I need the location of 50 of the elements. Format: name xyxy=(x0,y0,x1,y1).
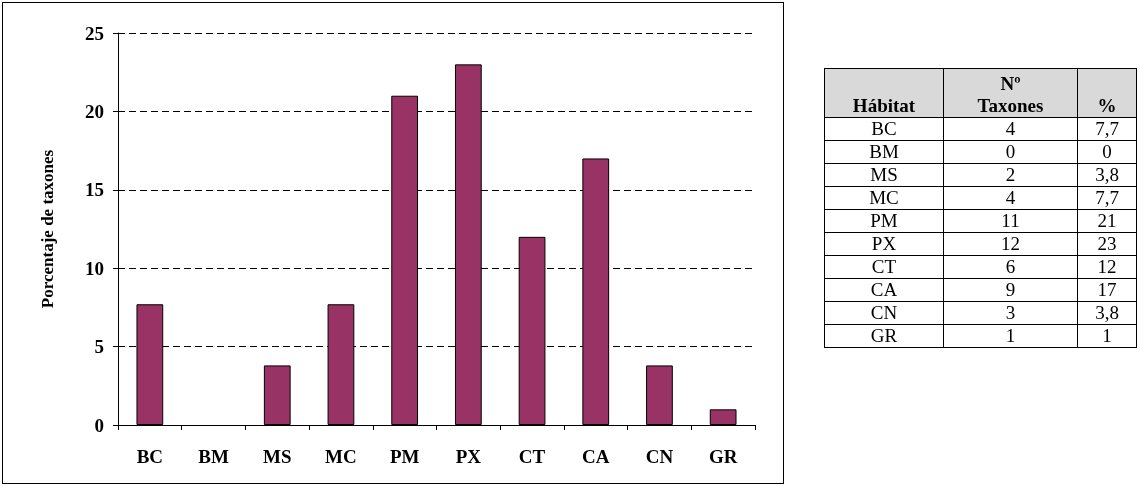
x-tick-label: CN xyxy=(645,446,674,467)
data-label: 17 xyxy=(1077,278,1137,302)
category-label: BM xyxy=(824,140,944,164)
category-label: PX xyxy=(824,232,944,256)
y-tick-label: 15 xyxy=(85,179,104,201)
category-label: GR xyxy=(824,324,944,348)
data-label: 6 xyxy=(943,255,1078,279)
data-label: 0 xyxy=(1077,140,1137,164)
data-label: 1 xyxy=(943,324,1078,348)
category-label: MS xyxy=(824,163,944,187)
data-label: 21 xyxy=(1077,209,1137,233)
text: Nº Taxones xyxy=(943,68,1078,118)
x-tick-label: PM xyxy=(389,446,420,467)
data-label: 11 xyxy=(943,209,1078,233)
data-label: 7,7 xyxy=(1077,186,1137,210)
data-label: 1 xyxy=(1077,324,1137,348)
y-tick-label: 20 xyxy=(85,100,104,122)
data-label: 12 xyxy=(943,232,1078,256)
y-tick-label: 25 xyxy=(85,22,104,44)
x-tick-label: PX xyxy=(455,446,482,467)
data-label: 12 xyxy=(1077,255,1137,279)
data-label: 0 xyxy=(943,140,1078,164)
x-tick-label: BC xyxy=(136,446,164,467)
text: % xyxy=(1077,68,1137,118)
data-label: 9 xyxy=(943,278,1078,302)
category-label: BC xyxy=(824,117,944,141)
y-tick-label: 5 xyxy=(94,336,104,358)
x-tick-label: BM xyxy=(198,446,229,467)
data-label: 3,8 xyxy=(1077,301,1137,325)
x-tick-label: CT xyxy=(518,446,546,467)
data-label: 7,7 xyxy=(1077,117,1137,141)
x-tick-label: MS xyxy=(263,446,292,467)
data-label: 23 xyxy=(1077,232,1137,256)
category-label: MC xyxy=(824,186,944,210)
category-label: CT xyxy=(824,255,944,279)
data-label: 3,8 xyxy=(1077,163,1137,187)
data-label: 2 xyxy=(943,163,1078,187)
x-tick-label: MC xyxy=(325,446,357,467)
y-tick-label: 10 xyxy=(85,257,104,279)
category-label: CA xyxy=(824,278,944,302)
y-tick-label: 0 xyxy=(94,414,104,436)
category-label: PM xyxy=(824,209,944,233)
x-tick-label: CA xyxy=(582,446,610,467)
data-label: 3 xyxy=(943,301,1078,325)
text: Hábitat xyxy=(824,68,944,118)
data-label: 4 xyxy=(943,186,1078,210)
data-label: 4 xyxy=(943,117,1078,141)
x-tick-label: GR xyxy=(708,446,738,467)
y-axis-title: Porcentaje de taxones xyxy=(38,149,57,309)
category-label: CN xyxy=(824,301,944,325)
